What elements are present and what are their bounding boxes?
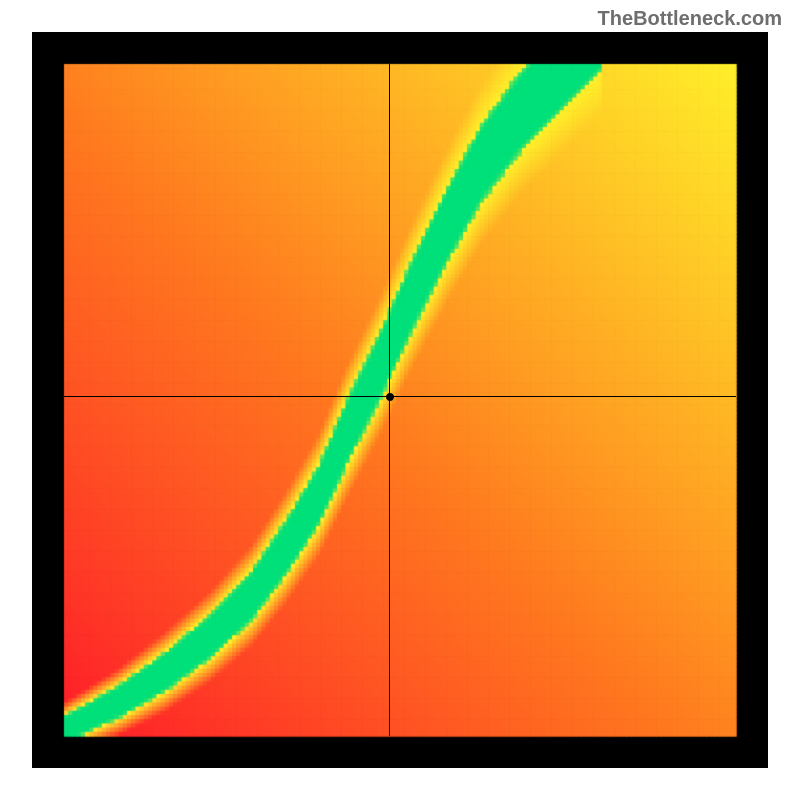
plot-frame — [32, 32, 768, 768]
watermark-text: TheBottleneck.com — [598, 8, 782, 31]
heatmap-canvas — [32, 32, 768, 768]
crosshair-marker — [386, 393, 394, 401]
crosshair-horizontal — [64, 396, 736, 397]
chart-container: TheBottleneck.com — [0, 0, 800, 800]
